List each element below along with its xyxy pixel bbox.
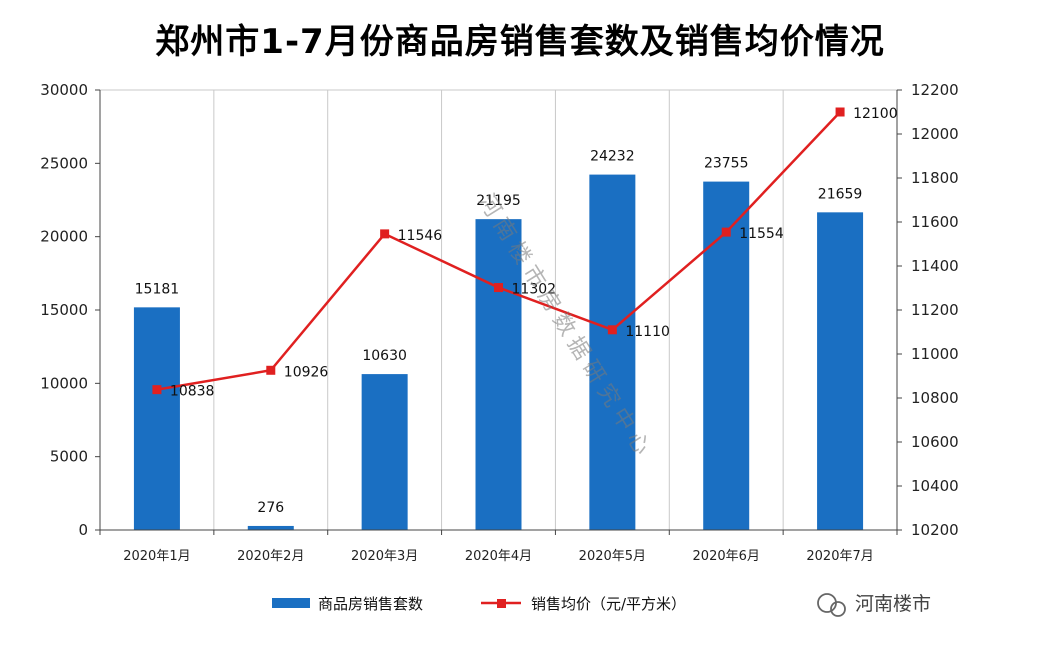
brand-logo: 河南楼市	[817, 593, 931, 617]
y-tick-label-left: 20000	[40, 228, 88, 246]
line-data-label: 11110	[625, 324, 670, 340]
bar	[247, 525, 294, 530]
y-tick-label-left: 25000	[40, 154, 88, 172]
legend-label-line: 销售均价（元/平方米）	[531, 595, 686, 613]
bar	[475, 219, 522, 530]
y-tick-label-right: 10800	[911, 389, 959, 407]
y-tick-label-right: 10400	[911, 477, 959, 495]
line-data-label: 10926	[284, 364, 329, 380]
y-tick-label-left: 30000	[40, 81, 88, 99]
y-tick-label-right: 10600	[911, 433, 959, 451]
y-tick-label-right: 12200	[911, 81, 959, 99]
y-tick-label-right: 11000	[911, 345, 959, 363]
price-marker	[835, 107, 845, 117]
legend-swatch-marker	[497, 599, 506, 608]
x-tick-label: 2020年6月	[693, 549, 760, 564]
bar-data-label: 23755	[704, 156, 749, 172]
x-tick-label: 2020年1月	[123, 549, 190, 564]
y-tick-label-left: 15000	[40, 301, 88, 319]
bar-data-label: 10630	[362, 348, 407, 364]
data-labels: 15181 276 10630 21195 24232 23755 21659 10838 10…	[135, 106, 898, 516]
x-tick-label: 2020年5月	[579, 549, 646, 564]
x-tick-label: 2020年2月	[237, 549, 304, 564]
y-tick-label-left: 0	[78, 521, 88, 539]
bar-data-label: 21195	[476, 193, 521, 209]
price-marker	[494, 283, 503, 293]
y-tick-label-left: 10000	[40, 374, 88, 392]
y-tick-label-right: 11800	[911, 169, 959, 187]
bar-data-label: 15181	[135, 281, 180, 297]
bar	[133, 307, 180, 530]
line-data-label: 11554	[739, 226, 784, 242]
bar-series	[133, 174, 864, 531]
y-tick-label-right: 10200	[911, 521, 959, 539]
legend: 商品房销售套数 销售均价（元/平方米）	[272, 595, 686, 613]
price-marker	[266, 365, 276, 375]
price-marker	[380, 229, 390, 239]
line-data-label: 12100	[853, 106, 898, 122]
price-marker	[721, 227, 731, 237]
brand-label: 河南楼市	[855, 593, 931, 615]
price-marker	[607, 325, 617, 335]
x-tick-label: 2020年3月	[351, 549, 418, 564]
bar	[361, 374, 408, 530]
bar-data-label: 24232	[590, 149, 635, 165]
line-data-label: 11302	[512, 282, 557, 298]
line-series	[152, 107, 845, 395]
bar	[703, 181, 750, 531]
bar	[817, 212, 864, 531]
wechat-icon-bubble	[830, 601, 846, 617]
x-tick-label: 2020年4月	[465, 549, 532, 564]
bar-data-label: 276	[257, 500, 284, 516]
chart-title: 郑州市1-7月份商品房销售套数及销售均价情况	[155, 22, 885, 62]
price-marker	[152, 385, 162, 395]
y-tick-label-right: 12000	[911, 125, 959, 143]
legend-label-bar: 商品房销售套数	[318, 595, 423, 613]
line-data-label: 11546	[398, 228, 443, 244]
y-tick-label-right: 11400	[911, 257, 959, 275]
legend-swatch-bar	[272, 598, 310, 608]
y-tick-label-right: 11200	[911, 301, 959, 319]
axes: 0 5000 10000 15000 20000 25000 30000 10200 10400…	[40, 81, 958, 564]
bar	[589, 174, 636, 530]
line-data-label: 10838	[170, 384, 215, 400]
x-tick-label: 2020年7月	[806, 549, 873, 564]
y-tick-label-left: 5000	[50, 448, 88, 466]
y-tick-label-right: 11600	[911, 213, 959, 231]
bar-data-label: 21659	[818, 186, 863, 202]
